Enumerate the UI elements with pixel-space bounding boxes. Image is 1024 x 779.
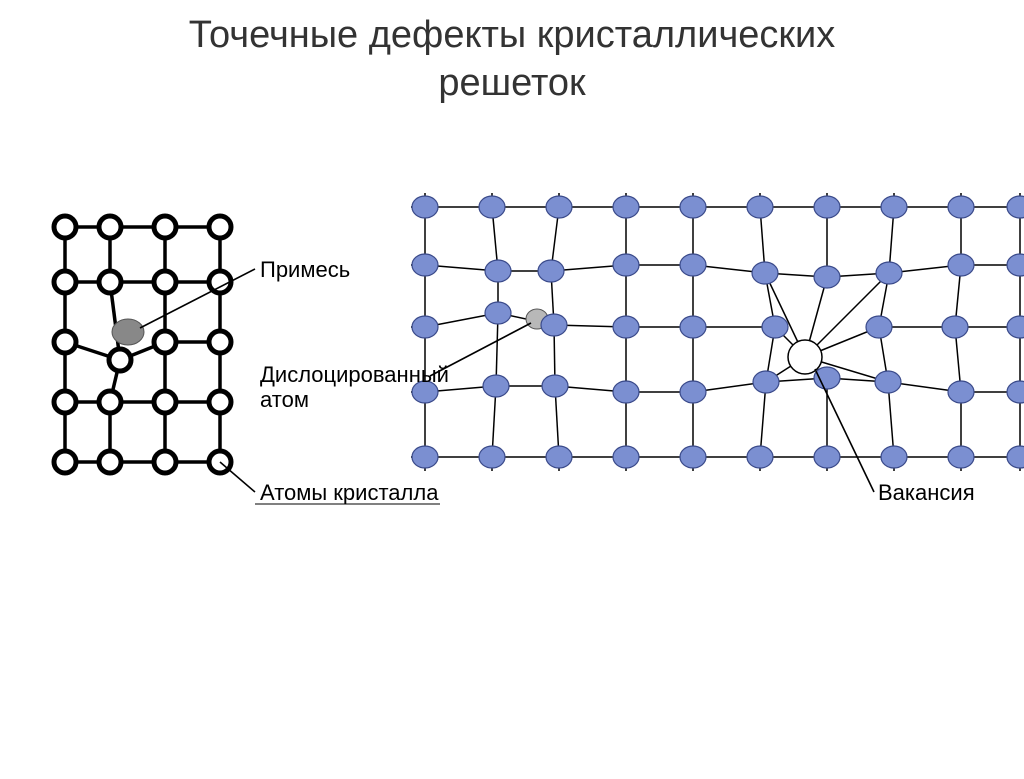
lattice-atom: [680, 196, 706, 218]
lattice-atom: [747, 196, 773, 218]
lattice-atom: [814, 367, 840, 389]
title-line-1: Точечные дефекты кристаллических: [189, 14, 835, 56]
label-vacancy: Вакансия: [878, 480, 975, 506]
label-crystal-atoms: Атомы кристалла: [260, 480, 438, 506]
lattice-atom: [747, 446, 773, 468]
lattice-atom: [209, 331, 231, 353]
lattice-atom: [948, 381, 974, 403]
title-line-2: решеток: [438, 62, 585, 104]
lattice-atom: [948, 254, 974, 276]
lattice-atom: [613, 381, 639, 403]
diagram-area: Примесь Дислоцированный атом Атомы крист…: [0, 182, 1024, 702]
lattice-atom: [109, 349, 131, 371]
left-lattice: [10, 187, 260, 507]
label-dislocated-atom-line2: атом: [260, 387, 309, 413]
lattice-atom: [546, 446, 572, 468]
label-dislocated-atom: Дислоцированный: [260, 362, 449, 388]
lattice-atom: [948, 446, 974, 468]
page-title: Точечные дефекты кристаллических решеток: [0, 12, 1024, 107]
lattice-atom: [1007, 254, 1024, 276]
lattice-atom: [412, 196, 438, 218]
lattice-atom: [1007, 316, 1024, 338]
lattice-atom: [814, 266, 840, 288]
lattice-atom: [99, 271, 121, 293]
lattice-atom: [154, 391, 176, 413]
lattice-atom: [99, 451, 121, 473]
lattice-atom: [479, 196, 505, 218]
lattice-atom: [99, 216, 121, 238]
lattice-atom: [613, 316, 639, 338]
lattice-atom: [1007, 446, 1024, 468]
lattice-atom: [412, 254, 438, 276]
lattice-atom: [753, 371, 779, 393]
lattice-atom: [483, 375, 509, 397]
lattice-atom: [99, 391, 121, 413]
lattice-atom: [680, 316, 706, 338]
lattice-atom: [485, 302, 511, 324]
lattice-atom: [209, 271, 231, 293]
lattice-atom: [154, 216, 176, 238]
lattice-atom: [541, 314, 567, 336]
lattice-atom: [752, 262, 778, 284]
lattice-atom: [680, 446, 706, 468]
lattice-atom: [479, 446, 505, 468]
lattice-atom: [209, 216, 231, 238]
lattice-atom: [762, 316, 788, 338]
lattice-atom: [412, 446, 438, 468]
lattice-atom: [680, 381, 706, 403]
lattice-atom: [546, 196, 572, 218]
lattice-atom: [154, 331, 176, 353]
label-impurity: Примесь: [260, 257, 350, 283]
lattice-atom: [881, 446, 907, 468]
lattice-atom: [485, 260, 511, 282]
lattice-atom: [1007, 196, 1024, 218]
lattice-atom: [412, 316, 438, 338]
lattice-atom: [876, 262, 902, 284]
lattice-atom: [1007, 381, 1024, 403]
lattice-atom: [613, 254, 639, 276]
lattice-atom: [154, 271, 176, 293]
lattice-atom: [814, 196, 840, 218]
lattice-atom: [875, 371, 901, 393]
lattice-atom: [814, 446, 840, 468]
lattice-atom: [680, 254, 706, 276]
impurity-atom: [112, 319, 144, 345]
right-lattice: [405, 187, 1024, 507]
vacancy-site: [788, 340, 822, 374]
lattice-atom: [209, 451, 231, 473]
lattice-atom: [538, 260, 564, 282]
lattice-atom: [54, 331, 76, 353]
lattice-atom: [54, 391, 76, 413]
lattice-atom: [54, 216, 76, 238]
lattice-atom: [942, 316, 968, 338]
lattice-atom: [542, 375, 568, 397]
lattice-atom: [154, 451, 176, 473]
lattice-atom: [881, 196, 907, 218]
lattice-atom: [613, 196, 639, 218]
lattice-atom: [209, 391, 231, 413]
lattice-atom: [54, 271, 76, 293]
lattice-atom: [866, 316, 892, 338]
lattice-atom: [613, 446, 639, 468]
lattice-atom: [54, 451, 76, 473]
lattice-atom: [948, 196, 974, 218]
